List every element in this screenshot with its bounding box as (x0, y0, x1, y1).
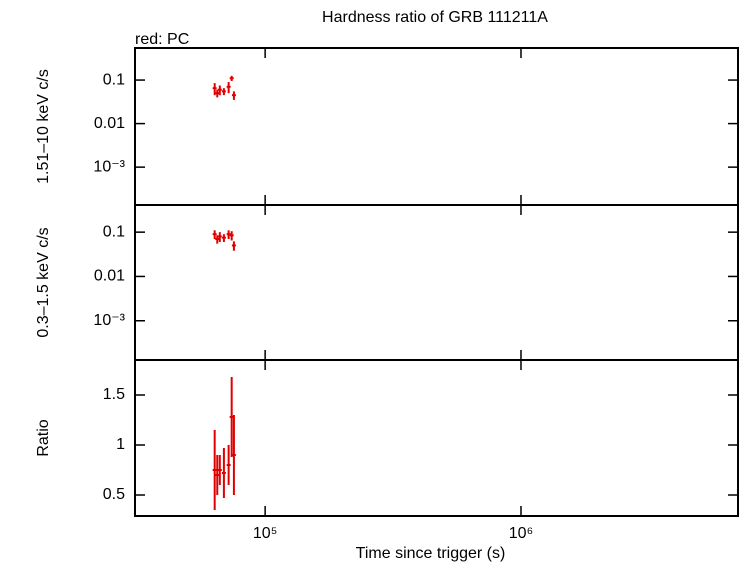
plot-frame (134, 359, 739, 517)
y-axis-label: Ratio (35, 419, 52, 456)
y-tick-label: 0.01 (94, 115, 125, 132)
x-tick-label: 10⁶ (509, 525, 533, 542)
chart-title: Hardness ratio of GRB 111211A (322, 9, 548, 26)
y-tick-label: 10⁻³ (93, 312, 125, 329)
y-tick-label: 0.01 (94, 268, 125, 285)
y-tick-label: 1 (116, 436, 125, 453)
y-tick-label: 10⁻³ (93, 158, 125, 175)
y-axis-label: 1.51–10 keV c/s (35, 69, 52, 184)
y-tick-label: 0.1 (103, 71, 125, 88)
y-axis-label: 0.3–1.5 keV c/s (35, 227, 52, 337)
y-tick-label: 0.5 (103, 486, 125, 503)
plot-frame (134, 47, 739, 206)
y-tick-label: 1.5 (103, 386, 125, 403)
x-tick-label: 10⁵ (253, 525, 277, 542)
y-tick-label: 0.1 (103, 223, 125, 240)
x-axis-label: Time since trigger (s) (356, 545, 506, 562)
chart-subtitle: red: PC (135, 31, 189, 48)
plot-frame (134, 204, 739, 361)
